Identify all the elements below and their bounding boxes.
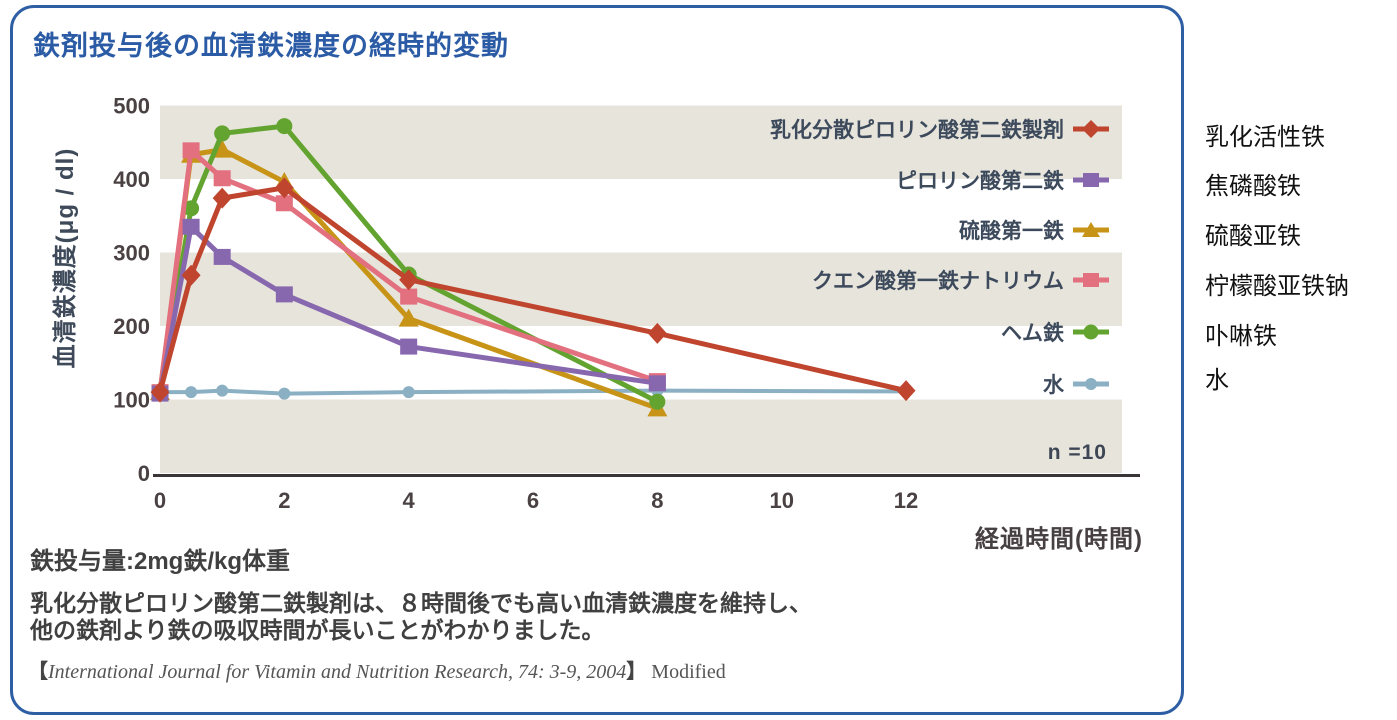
legend-label: ヘム鉄 bbox=[1001, 322, 1064, 345]
data-point-marker bbox=[649, 393, 666, 410]
data-point-marker bbox=[213, 248, 231, 265]
plot-band bbox=[160, 399, 1122, 473]
data-point-marker bbox=[399, 269, 419, 291]
y-tick-label: 500 bbox=[113, 94, 150, 119]
legend-item: 水 bbox=[1043, 371, 1110, 397]
series-line bbox=[157, 123, 659, 404]
data-point-marker bbox=[275, 195, 293, 212]
plot-band bbox=[160, 252, 1122, 326]
x-tick-label: 10 bbox=[769, 488, 793, 513]
citation: 【International Journal for Vitamin and N… bbox=[28, 655, 726, 684]
x-tick-label: 4 bbox=[403, 488, 416, 513]
data-point-marker bbox=[400, 338, 418, 355]
data-point-marker bbox=[182, 142, 200, 159]
data-point-marker bbox=[278, 387, 291, 400]
y-axis-label: 血清鉄濃度(μg / dl) bbox=[52, 147, 79, 369]
translation-label-ferrous-sulfate: 硫酸亚铁 bbox=[1205, 223, 1301, 250]
legend-label: 乳化分散ピロリン酸第二鉄製剤 bbox=[770, 119, 1064, 142]
data-point-marker bbox=[183, 200, 200, 217]
citation-open-bracket: 【 bbox=[28, 661, 48, 683]
y-tick-label: 0 bbox=[138, 461, 150, 486]
legend-marker-icon bbox=[1073, 173, 1109, 187]
y-tick-label: 200 bbox=[113, 314, 150, 339]
citation-journal-name: International Journal for Vitamin and Nu… bbox=[48, 661, 627, 683]
x-tick-label: 8 bbox=[651, 488, 663, 513]
legend-item: ピロリン酸第二鉄 bbox=[896, 167, 1110, 193]
legend-label: クエン酸第一鉄ナトリウム bbox=[812, 270, 1064, 293]
data-point-marker bbox=[212, 139, 233, 158]
legend-item: ヘム鉄 bbox=[1001, 319, 1110, 345]
legend-item: 硫酸第一鉄 bbox=[959, 217, 1110, 243]
legend-label: 水 bbox=[1043, 374, 1064, 397]
x-tick-label: 2 bbox=[278, 488, 290, 513]
series-line bbox=[160, 388, 907, 396]
legend-marker-icon bbox=[1073, 378, 1109, 390]
data-point-marker bbox=[400, 288, 418, 305]
legend-marker-icon bbox=[1073, 273, 1109, 287]
data-point-marker bbox=[213, 170, 231, 187]
y-tick-label: 100 bbox=[113, 388, 150, 413]
data-point-marker bbox=[648, 375, 666, 392]
data-point-marker bbox=[896, 380, 916, 402]
y-tick-label: 300 bbox=[113, 241, 150, 266]
x-axis-label: 経過時間(時間) bbox=[975, 526, 1143, 553]
sample-size-annotation: n =10 bbox=[1047, 441, 1107, 464]
data-point-marker bbox=[276, 118, 293, 135]
translation-label-ferric-pyrophosphate: 焦磷酸铁 bbox=[1205, 173, 1301, 200]
legend-item: クエン酸第一鉄ナトリウム bbox=[812, 267, 1110, 293]
data-point-marker bbox=[150, 381, 170, 403]
data-point-marker bbox=[402, 386, 415, 399]
series-line bbox=[157, 224, 658, 395]
legend-label: 硫酸第一鉄 bbox=[959, 220, 1064, 243]
data-point-marker bbox=[185, 386, 198, 399]
translation-label-emulsified-iron: 乳化活性铁 bbox=[1205, 124, 1325, 151]
x-tick-label: 6 bbox=[527, 488, 539, 513]
finding-text-line2: 他の鉄剤より鉄の吸収時間が長いことがわかりました。 bbox=[30, 617, 605, 643]
data-point-marker bbox=[216, 384, 229, 397]
chart-title: 鉄剤投与後の血清鉄濃度の経時的変動 bbox=[33, 31, 509, 61]
dose-note: 鉄投与量:2mg鉄/kg体重 bbox=[30, 548, 291, 575]
x-tick-label: 12 bbox=[894, 488, 918, 513]
citation-modified-note: Modified bbox=[646, 661, 726, 683]
data-point-marker bbox=[214, 125, 231, 142]
legend-item: 乳化分散ピロリン酸第二鉄製剤 bbox=[770, 116, 1110, 142]
legend-marker-icon bbox=[1073, 120, 1109, 138]
translation-label-water: 水 bbox=[1205, 367, 1229, 394]
legend-marker-icon bbox=[1073, 324, 1109, 340]
data-point-marker bbox=[212, 187, 232, 209]
data-point-marker bbox=[274, 177, 294, 199]
legend-label: ピロリン酸第二鉄 bbox=[896, 170, 1064, 193]
data-point-marker bbox=[647, 322, 667, 344]
translation-label-heme-iron: 卟啉铁 bbox=[1205, 323, 1277, 350]
data-point-marker bbox=[182, 218, 200, 235]
data-point-marker bbox=[398, 308, 419, 327]
citation-close-bracket: 】 bbox=[626, 661, 647, 683]
legend-marker-icon bbox=[1073, 222, 1109, 237]
y-tick-label: 400 bbox=[113, 167, 150, 192]
data-point-marker bbox=[181, 264, 201, 286]
translation-label-sodium-ferrous-citrate: 柠檬酸亚铁钠 bbox=[1205, 273, 1349, 300]
x-tick-label: 0 bbox=[154, 488, 166, 513]
data-point-marker bbox=[275, 286, 293, 303]
finding-text-line1: 乳化分散ピロリン酸第二鉄製剤は、８時間後でも高い血清鉄濃度を維持し、 bbox=[30, 590, 812, 616]
